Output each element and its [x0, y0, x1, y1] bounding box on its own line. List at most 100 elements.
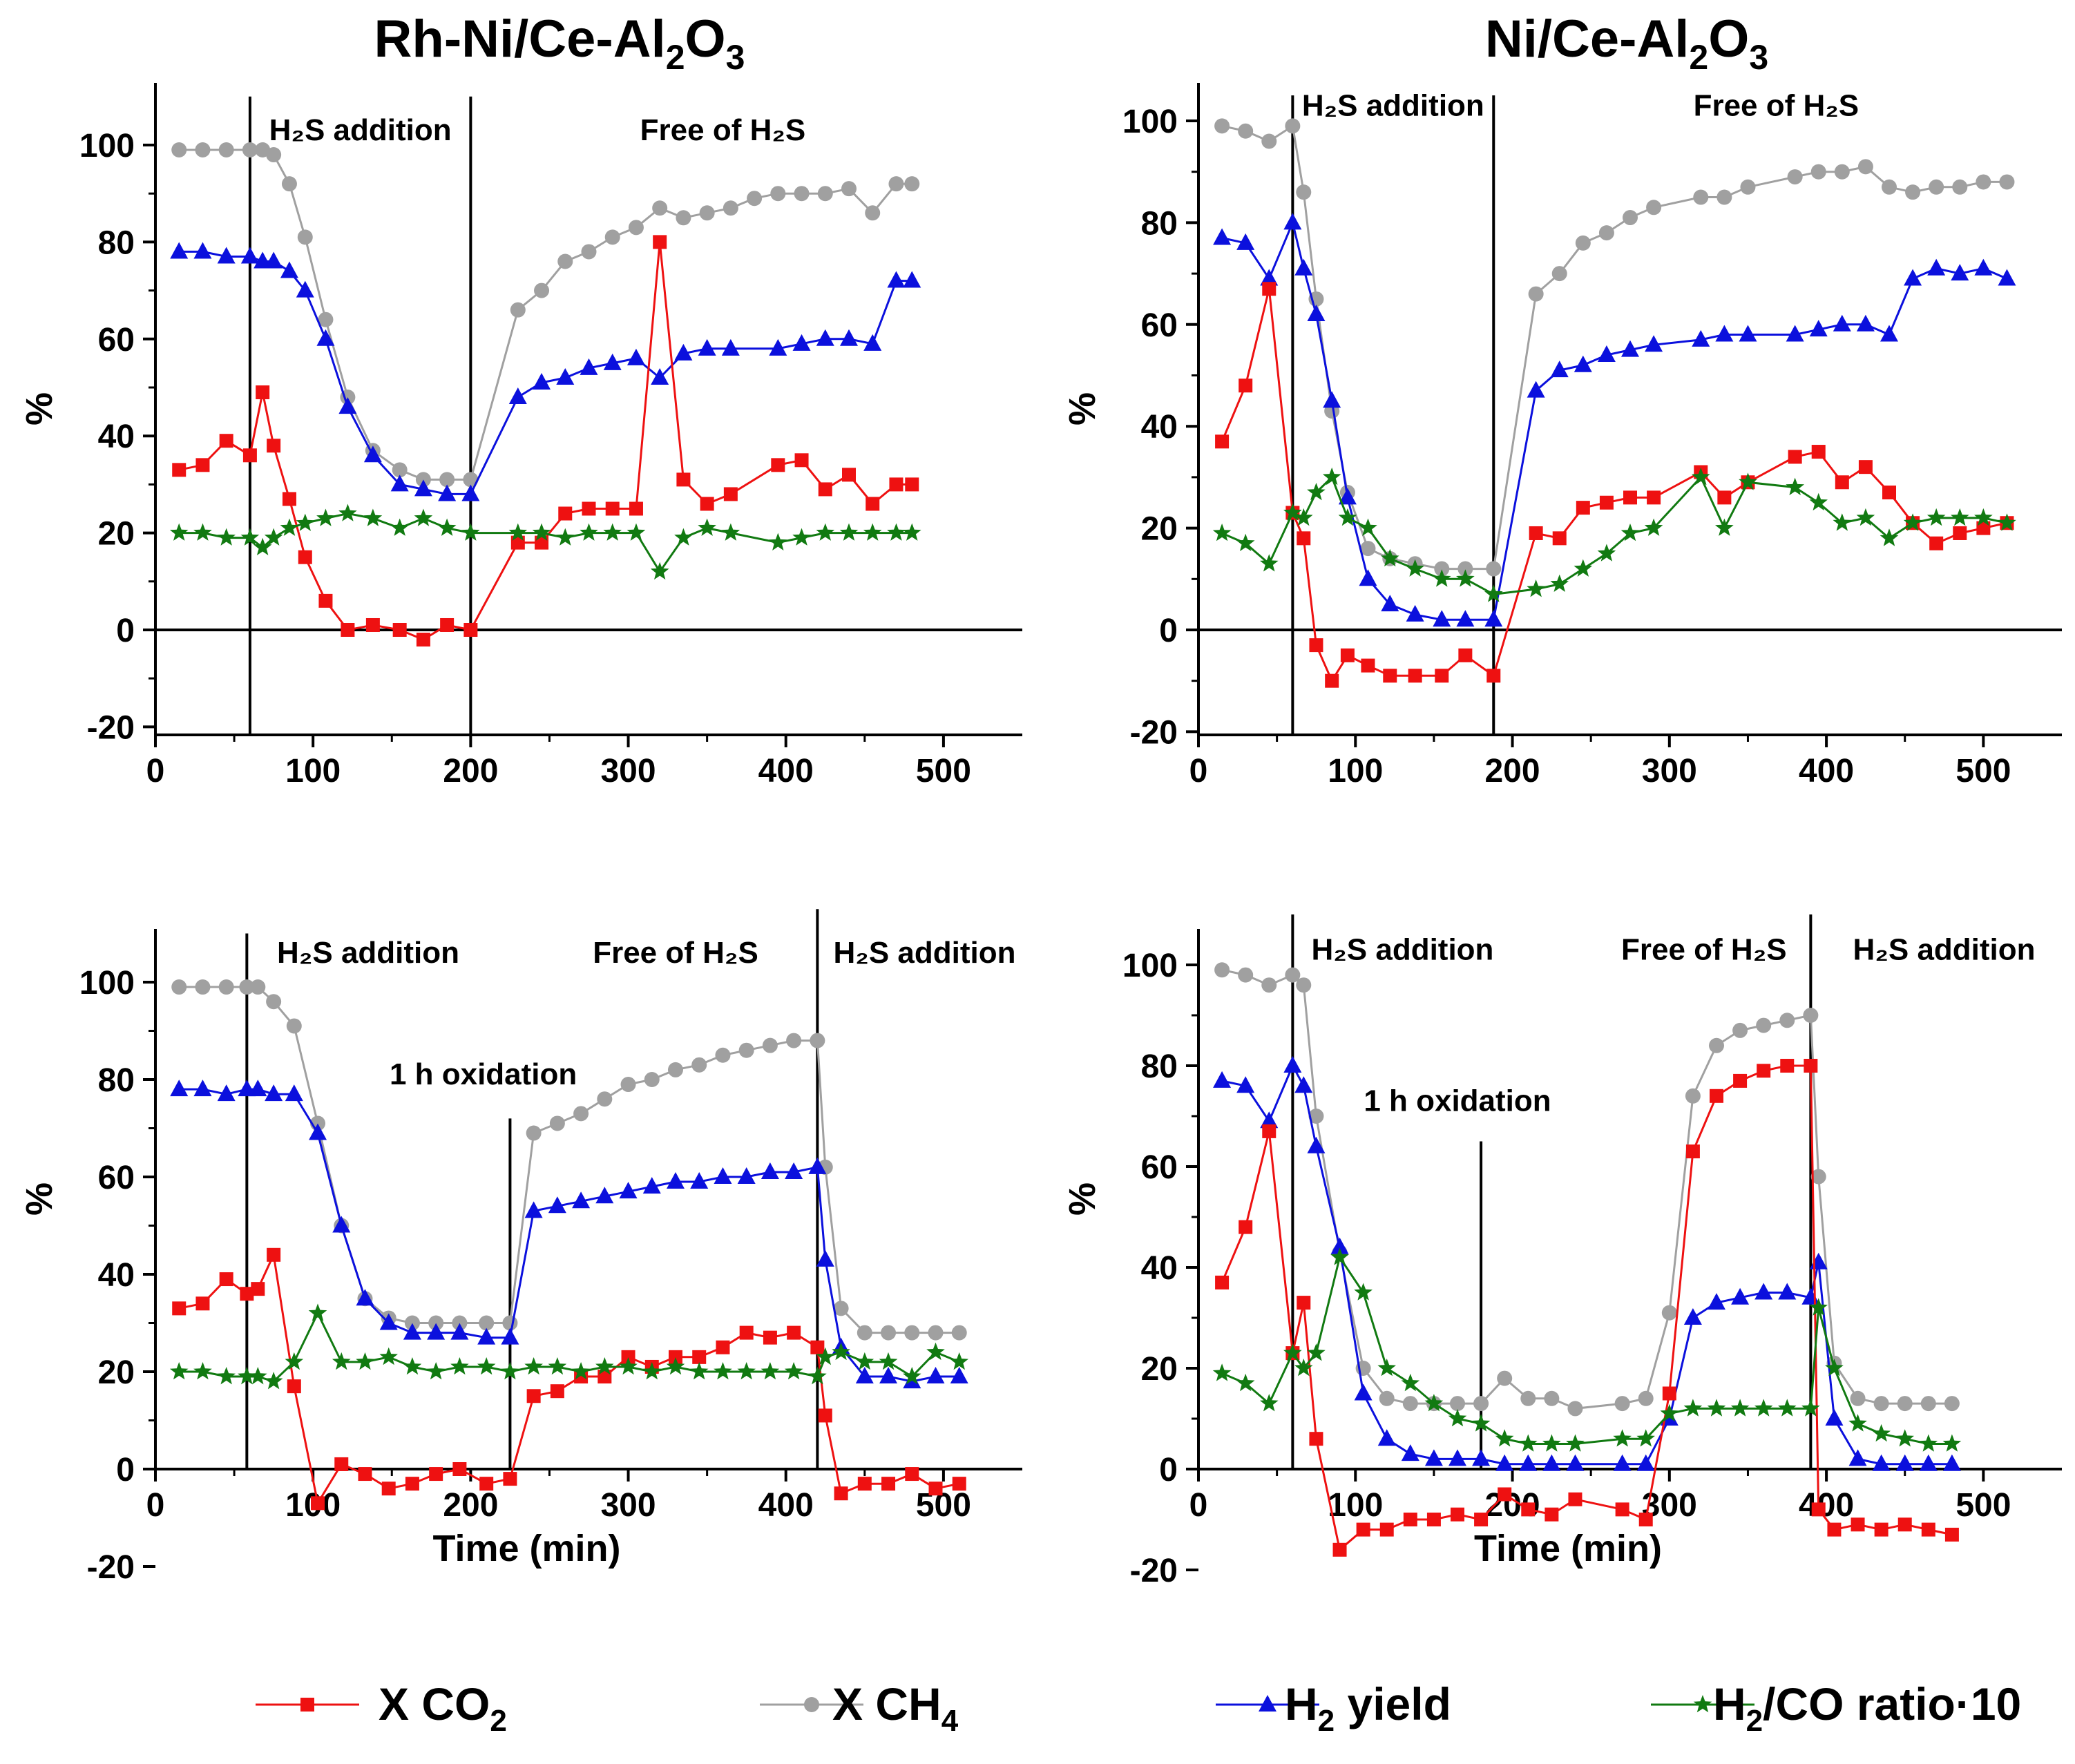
data-point-co2: [1835, 475, 1849, 490]
data-point-ratio: [698, 518, 716, 536]
annotation: 1 h oxidation: [390, 1057, 577, 1091]
data-point-ratio: [1754, 1399, 1773, 1417]
data-point-h2: [1927, 258, 1946, 276]
data-point-ratio: [792, 528, 811, 546]
data-point-h2: [316, 329, 335, 346]
data-point-ratio: [1294, 1359, 1313, 1377]
data-point-ratio: [1730, 1399, 1750, 1417]
data-point-ch4: [1999, 174, 2015, 190]
data-point-ratio: [403, 1357, 422, 1375]
data-point-ratio: [1856, 508, 1875, 526]
data-point-ch4: [428, 1315, 444, 1331]
data-point-h2: [1236, 233, 1255, 250]
data-point-h2: [1597, 345, 1616, 363]
data-point-ch4: [1717, 189, 1732, 205]
data-point-h2: [698, 338, 716, 356]
data-point-ratio: [1519, 1434, 1538, 1452]
data-point-ch4: [1486, 561, 1502, 577]
data-point-ch4: [171, 142, 187, 158]
data-point-h2: [816, 1249, 834, 1267]
data-point-h2: [595, 1187, 614, 1204]
data-point-co2: [341, 623, 355, 637]
data-point-h2: [356, 1289, 374, 1306]
data-point-co2: [267, 1247, 281, 1262]
annotation: H₂S addition: [1853, 933, 2036, 967]
data-point-ratio: [903, 523, 921, 541]
legend: X CO2 X CH4 H2 yield H2/CO ratio·10: [256, 1678, 2021, 1738]
data-point-co2: [1733, 1073, 1748, 1088]
legend-label: X CO2: [379, 1678, 507, 1738]
data-point-ratio: [1919, 1434, 1938, 1452]
data-point-co2: [1811, 445, 1826, 459]
data-point-h2: [1715, 325, 1734, 342]
data-point-ratio: [1707, 1399, 1726, 1417]
y-tick-label: 60: [1141, 1149, 1178, 1186]
data-point-h2: [1645, 335, 1663, 352]
series-ch4: [171, 979, 967, 1341]
data-point-ratio: [508, 523, 528, 541]
data-point-h2: [1519, 1454, 1538, 1471]
series-ratio: [169, 504, 921, 580]
data-point-ratio: [1644, 518, 1663, 536]
data-point-h2: [533, 372, 551, 390]
data-point-co2: [1851, 1517, 1865, 1532]
series-co2: [1215, 282, 2014, 688]
x-tick-label: 0: [1189, 1487, 1208, 1524]
legend-marker: [300, 1698, 314, 1712]
data-point-ratio: [1566, 1434, 1585, 1452]
data-point-h2: [690, 1172, 709, 1189]
data-point-ratio: [1833, 513, 1852, 531]
data-point-co2: [381, 1482, 396, 1496]
data-point-ch4: [581, 244, 597, 260]
data-point-ratio: [316, 508, 335, 526]
data-point-ratio: [1448, 1409, 1467, 1427]
x-tick-label: 500: [1956, 1487, 2011, 1524]
y-tick-label: 0: [1159, 613, 1178, 649]
data-point-co2: [1757, 1064, 1771, 1078]
data-point-h2: [1283, 213, 1302, 230]
data-point-ratio: [1809, 492, 1828, 511]
data-point-ratio: [1809, 1298, 1828, 1316]
data-point-co2: [242, 448, 257, 463]
data-point-ratio: [627, 523, 646, 541]
data-point-co2: [1458, 648, 1473, 662]
data-point-co2: [1325, 673, 1339, 688]
data-point-h2: [737, 1167, 756, 1184]
data-point-h2: [170, 242, 189, 259]
data-point-ratio: [1236, 533, 1255, 551]
data-point-h2: [403, 1323, 421, 1340]
data-point-h2: [1809, 320, 1828, 337]
data-point-ch4: [699, 205, 715, 221]
data-point-ch4: [1544, 1390, 1560, 1406]
data-point-ch4: [1740, 179, 1756, 195]
data-point-h2: [1359, 569, 1377, 586]
data-point-co2: [787, 1325, 801, 1340]
annotation: Free of H₂S: [1621, 933, 1787, 967]
y-tick-label: 60: [98, 1160, 135, 1196]
chart-panel-2: 0 100 200 300 400 500 -20 0 20 40 60 80 100% Ni/Ce-Al…: [1062, 10, 2062, 789]
data-point-co2: [1297, 531, 1311, 546]
data-point-h2: [1708, 1293, 1725, 1310]
data-point-h2: [309, 1123, 327, 1140]
data-point-ch4: [1623, 210, 1638, 226]
y-axis-label: %: [1062, 1182, 1103, 1216]
data-point-ch4: [1905, 184, 1921, 200]
data-point-co2: [1638, 1513, 1653, 1526]
data-point-ratio: [1456, 569, 1475, 587]
data-point-ratio: [501, 1362, 519, 1380]
data-point-co2: [416, 633, 430, 647]
data-point-co2: [905, 1467, 919, 1482]
data-point-ch4: [266, 994, 282, 1010]
annotation: Free of H₂S: [1694, 89, 1859, 123]
y-tick-label: 0: [116, 1452, 135, 1488]
series-ch4: [1214, 118, 2015, 577]
data-point-ratio: [1597, 544, 1616, 562]
series-line-ratio: [1221, 1254, 1952, 1445]
data-point-ratio: [1825, 1359, 1844, 1377]
data-point-co2: [723, 487, 738, 501]
series-co2: [172, 1247, 966, 1511]
y-tick-label: 100: [79, 128, 135, 164]
data-point-co2: [1685, 1144, 1700, 1159]
data-point-ratio: [1283, 1343, 1302, 1361]
